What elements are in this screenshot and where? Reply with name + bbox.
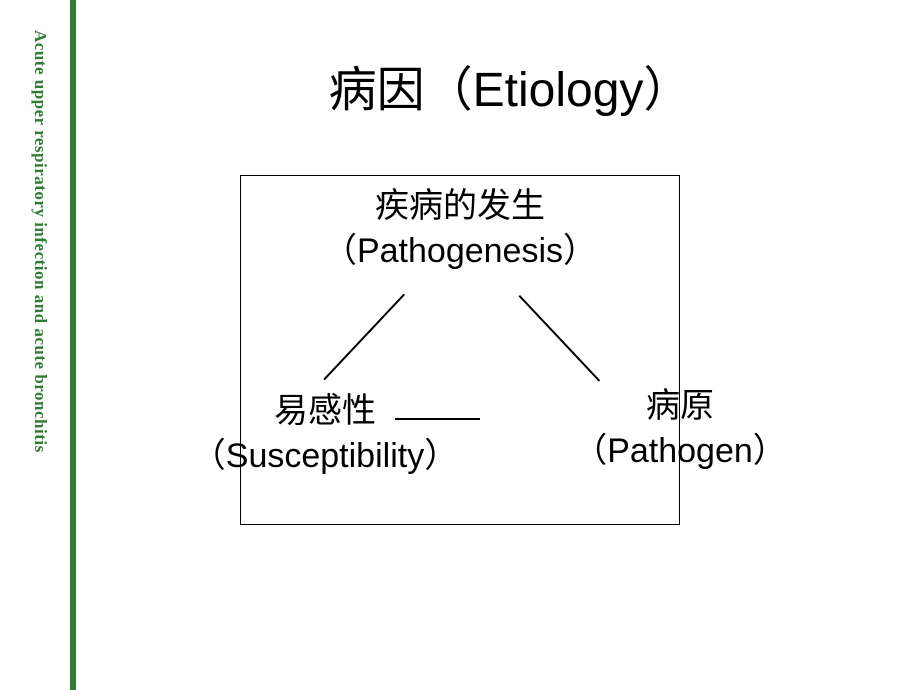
paren-open: （	[323, 233, 357, 270]
paren-open: （	[573, 433, 607, 470]
edge-2	[395, 418, 480, 420]
paren-close: ）	[424, 438, 458, 475]
left-border	[70, 0, 76, 690]
node-top-en: Pathogenesis	[357, 232, 563, 270]
node-right-cn: 病原	[646, 388, 714, 425]
title-cn: 病因	[329, 64, 425, 117]
node-pathogenesis: 疾病的发生 （Pathogenesis）	[240, 185, 680, 274]
title-paren-open: （	[425, 64, 473, 117]
title-paren-close: ）	[643, 64, 691, 117]
sidebar-title: Acute upper respiratory infection and ac…	[30, 30, 50, 670]
title-en: Etiology	[473, 64, 644, 117]
node-left-cn: 易感性	[274, 393, 376, 430]
slide-title: 病因（Etiology）	[200, 50, 820, 120]
paren-close: ）	[753, 433, 787, 470]
node-pathogen: 病原 （Pathogen）	[530, 385, 830, 474]
paren-open: （	[192, 438, 226, 475]
node-left-en: Susceptibility	[226, 437, 424, 475]
node-right-en: Pathogen	[607, 432, 753, 470]
node-top-cn: 疾病的发生	[375, 188, 545, 225]
node-susceptibility: 易感性 （Susceptibility）	[165, 390, 485, 479]
paren-close: ）	[563, 233, 597, 270]
